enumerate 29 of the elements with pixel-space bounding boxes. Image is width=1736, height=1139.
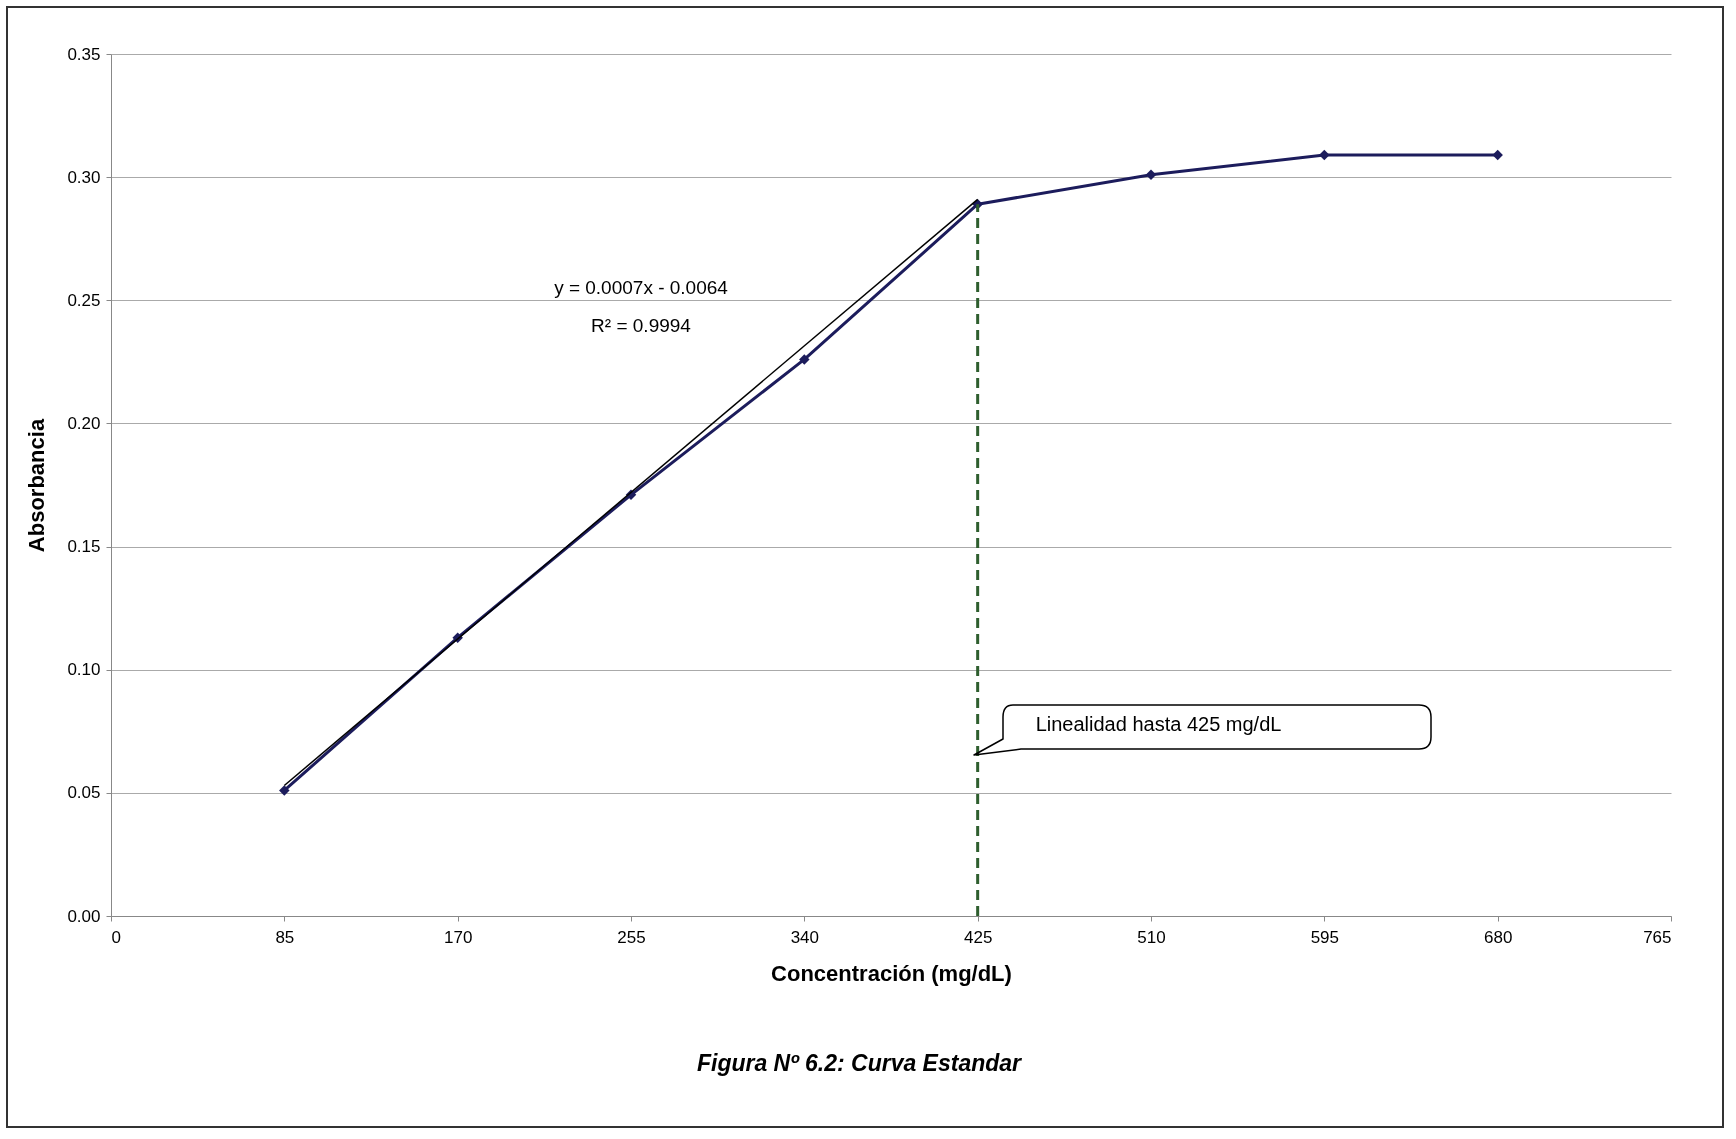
y-axis-title: Absorbancia	[24, 418, 50, 553]
x-tick-label: 0	[111, 927, 121, 947]
x-tick-label: 170	[443, 927, 473, 947]
y-tick-label: 0.10	[67, 660, 101, 680]
y-tick-label: 0.35	[67, 44, 101, 64]
annotation: Linealidad hasta 425 mg/dL	[1035, 712, 1282, 735]
x-tick-label: 425	[963, 927, 993, 947]
x-axis-title: Concentración (mg/dL)	[771, 960, 1012, 986]
x-tick-label: 680	[1483, 927, 1513, 947]
point	[1145, 169, 1157, 180]
annotation: y = 0.0007x - 0.0064	[554, 276, 729, 298]
x-tick-label: 340	[790, 927, 820, 947]
y-tick-label: 0.25	[67, 290, 101, 310]
annotation: R² = 0.9994	[591, 314, 692, 336]
x-tick-label: 85	[275, 927, 295, 947]
y-tick-label: 0.30	[67, 167, 101, 187]
y-tick-label: 0.05	[67, 783, 101, 803]
x-tick-label: 765	[1643, 927, 1672, 947]
point	[799, 354, 810, 365]
point	[1492, 149, 1503, 161]
text: Figura Nº 6.2: Curva Estandar	[695, 1050, 1023, 1077]
y-tick-label: 0.20	[67, 413, 101, 433]
y-tick-label: 0.15	[67, 537, 101, 557]
y-tick-label: 0.00	[67, 906, 101, 926]
x-tick-label: 255	[617, 927, 646, 947]
x-tick-label: 510	[1137, 927, 1166, 947]
point	[1319, 149, 1330, 161]
point	[279, 785, 290, 796]
x-tick-label: 595	[1310, 927, 1340, 947]
